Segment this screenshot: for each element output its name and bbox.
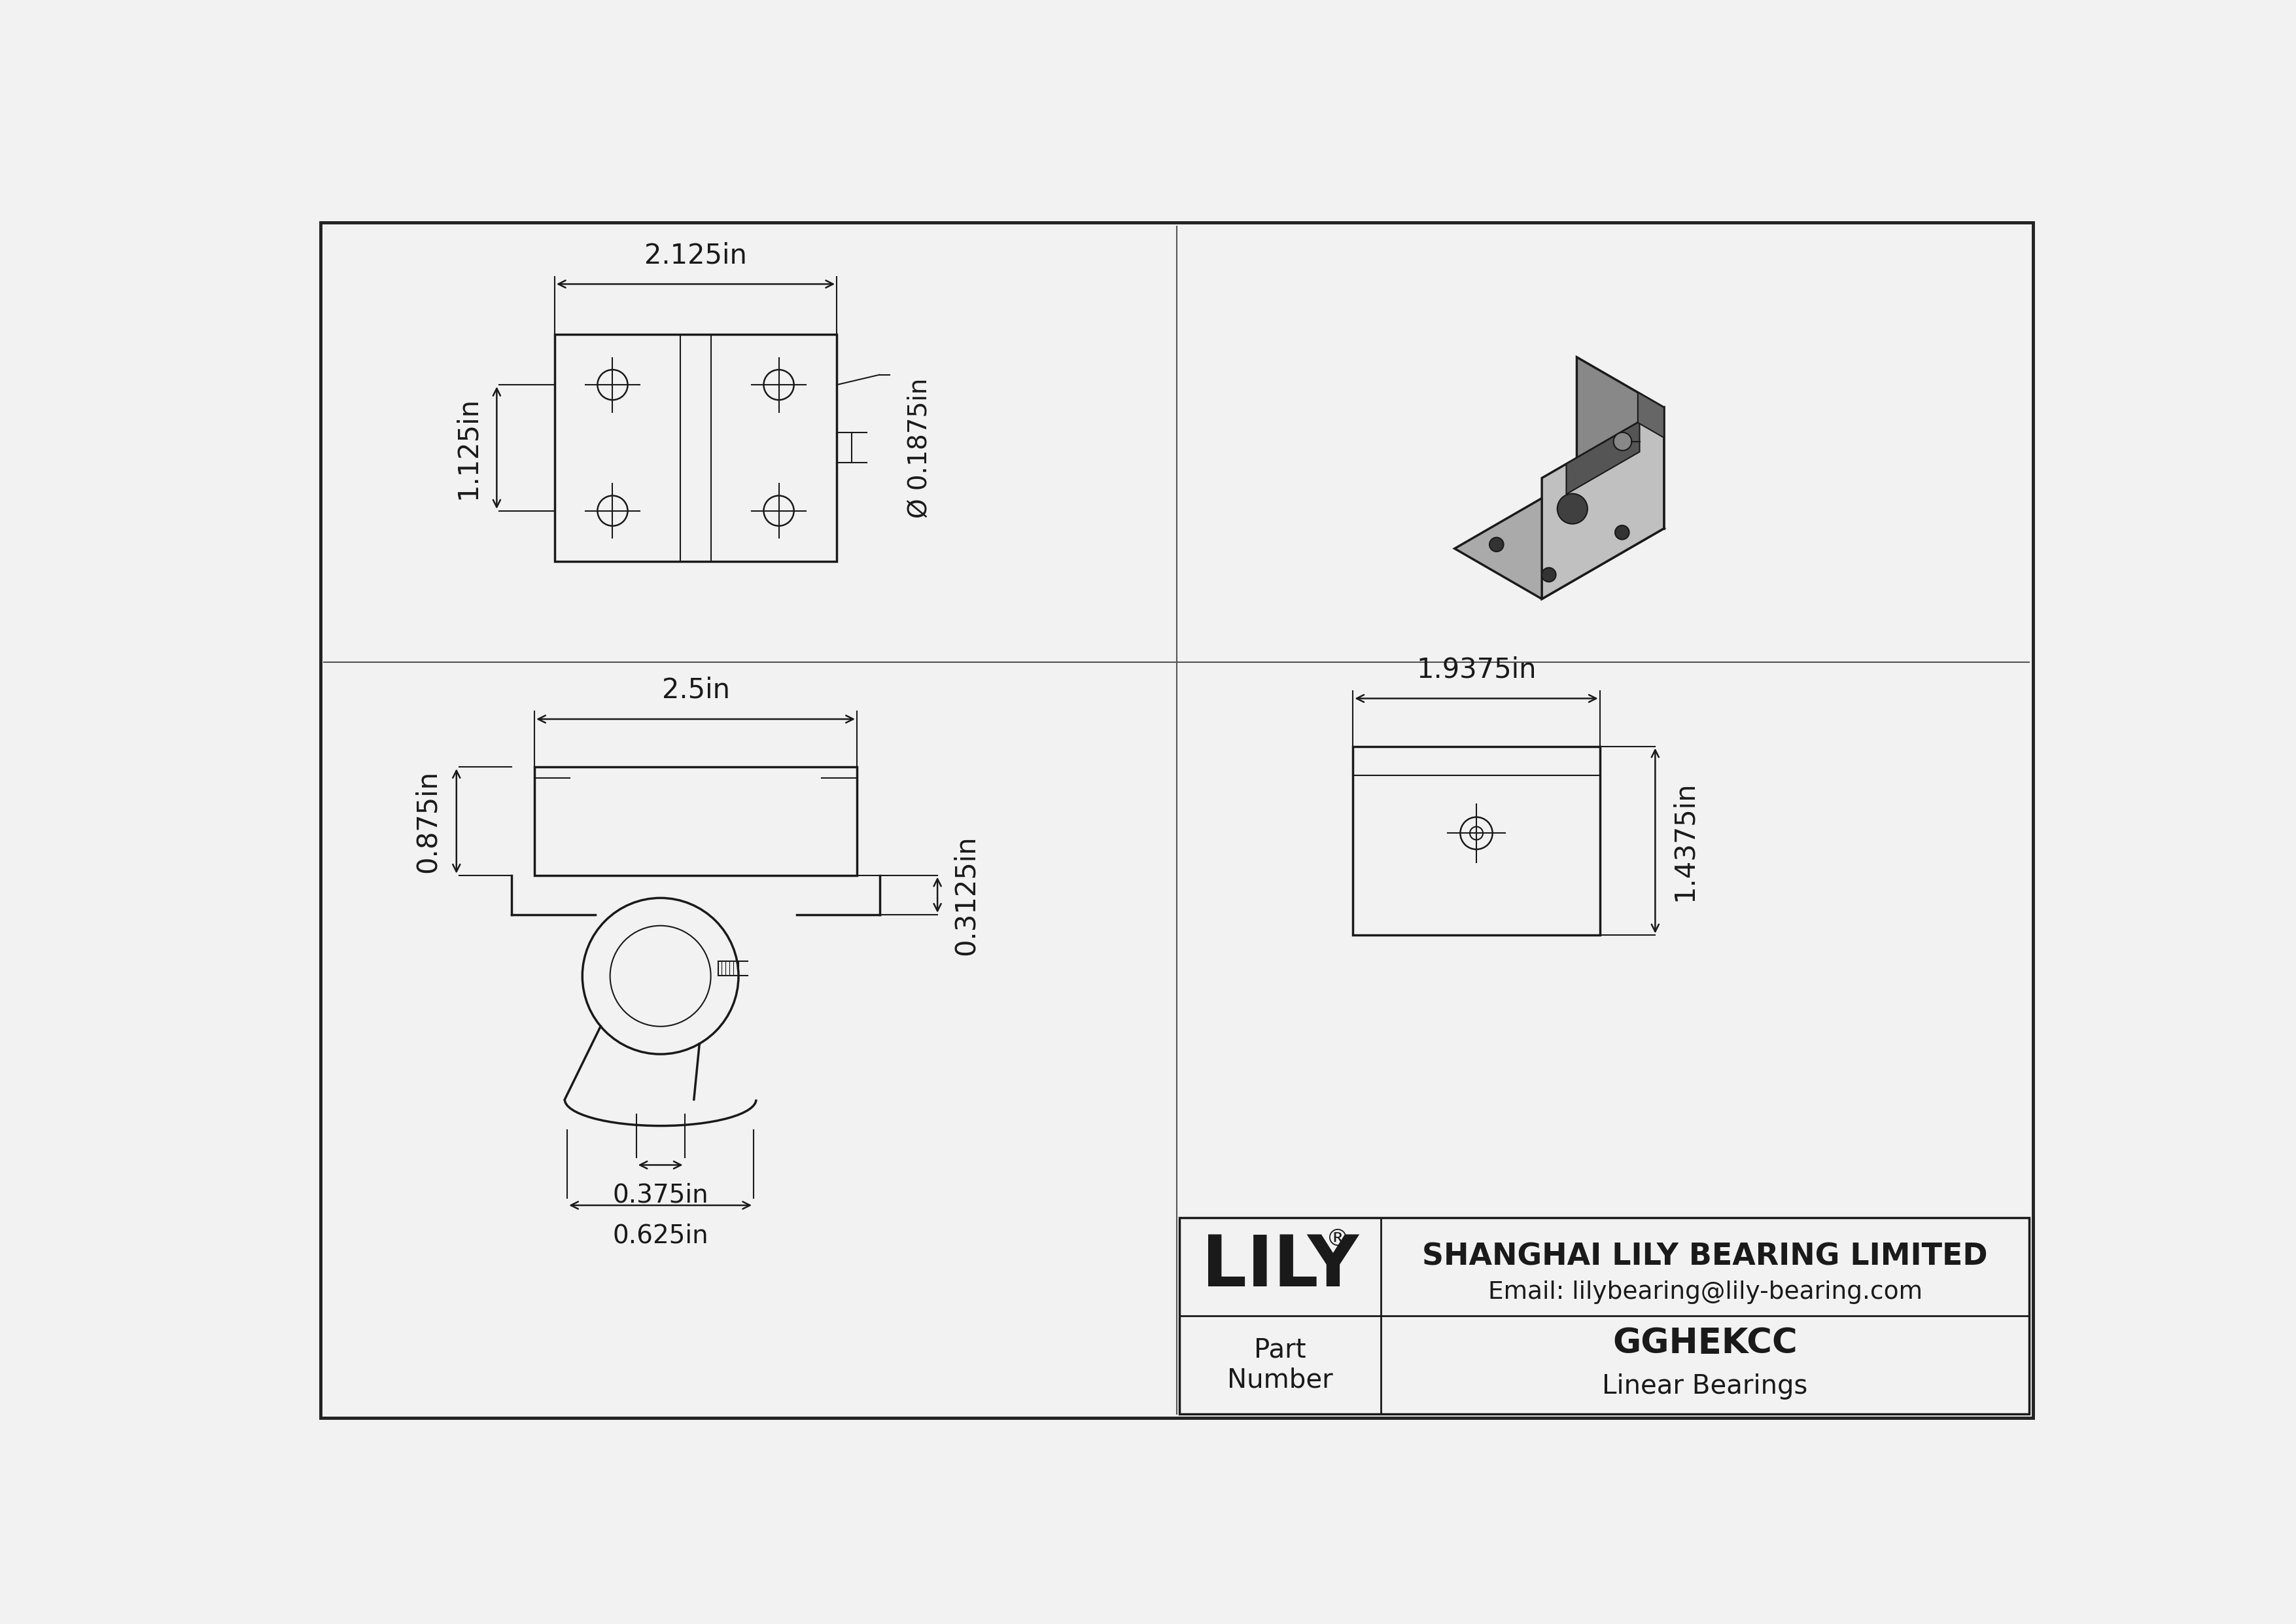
Text: 1.4375in: 1.4375in	[1669, 781, 1697, 901]
Text: GGHEKCC: GGHEKCC	[1612, 1327, 1798, 1361]
Bar	[556, 335, 836, 562]
Bar	[1352, 747, 1600, 935]
Polygon shape	[1577, 357, 1665, 528]
Bar	[535, 767, 856, 875]
Text: SHANGHAI LILY BEARING LIMITED: SHANGHAI LILY BEARING LIMITED	[1421, 1242, 1988, 1272]
Circle shape	[1543, 568, 1557, 581]
Text: LILY: LILY	[1201, 1233, 1359, 1301]
Bar	[719, 961, 739, 976]
Bar	[1180, 1218, 2030, 1415]
Polygon shape	[1456, 477, 1665, 599]
Circle shape	[1557, 494, 1587, 525]
Circle shape	[1564, 495, 1577, 510]
Text: 0.625in: 0.625in	[613, 1223, 709, 1247]
Text: 2.5in: 2.5in	[661, 677, 730, 703]
Text: 1.9375in: 1.9375in	[1417, 656, 1536, 684]
Text: Part
Number: Part Number	[1226, 1337, 1334, 1393]
Text: 0.875in: 0.875in	[413, 770, 441, 872]
Polygon shape	[1543, 408, 1665, 599]
Text: 2.125in: 2.125in	[645, 242, 746, 270]
Text: Ø 0.1875in: Ø 0.1875in	[907, 378, 932, 518]
Text: Email: lilybearing@lily-bearing.com: Email: lilybearing@lily-bearing.com	[1488, 1280, 1922, 1304]
Circle shape	[1614, 432, 1632, 450]
Circle shape	[1490, 538, 1504, 552]
Text: ®: ®	[1327, 1228, 1350, 1250]
Text: 0.3125in: 0.3125in	[953, 835, 980, 955]
Circle shape	[1614, 526, 1630, 539]
Text: 1.125in: 1.125in	[455, 396, 482, 499]
Text: 0.375in: 0.375in	[613, 1182, 709, 1208]
Polygon shape	[1637, 393, 1665, 438]
Text: Linear Bearings: Linear Bearings	[1603, 1374, 1807, 1400]
Polygon shape	[1566, 422, 1639, 494]
